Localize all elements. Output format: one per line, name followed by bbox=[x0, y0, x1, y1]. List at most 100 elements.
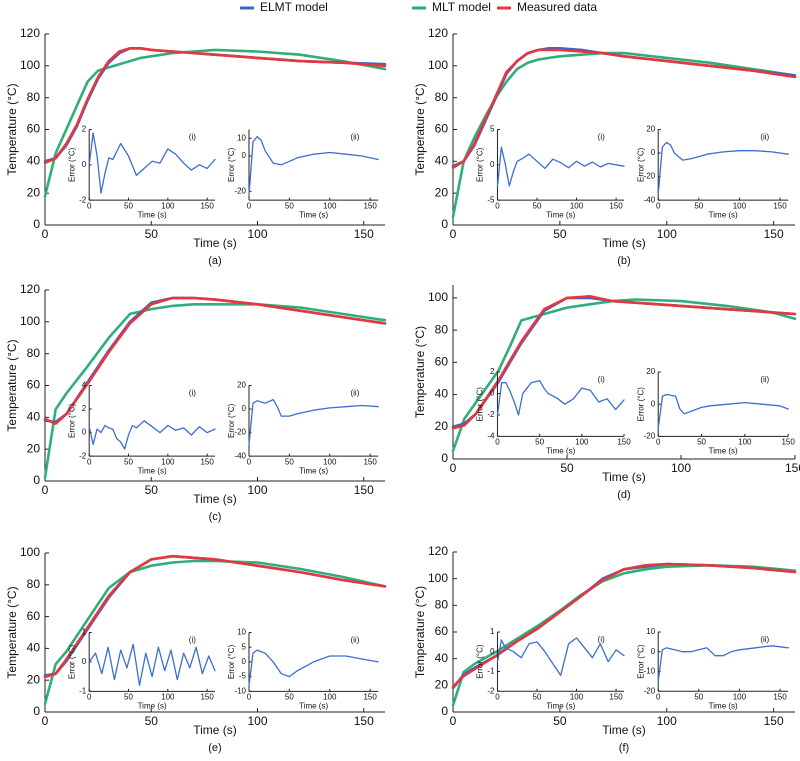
y-tick-label: -1 bbox=[79, 686, 87, 695]
x-tick-label: 50 bbox=[145, 227, 159, 241]
x-axis-label: Time (s) bbox=[709, 446, 738, 455]
y-tick-label: 0 bbox=[651, 399, 656, 408]
error-line bbox=[248, 398, 379, 446]
y-tick-label: 2 bbox=[82, 125, 87, 134]
x-tick-label: 0 bbox=[247, 692, 252, 701]
x-tick-label: 0 bbox=[87, 457, 92, 466]
y-tick-label: 0 bbox=[490, 389, 495, 398]
series-line bbox=[451, 296, 797, 429]
error-line bbox=[88, 420, 216, 450]
y-tick-label: 1 bbox=[490, 627, 495, 636]
inset-label: (ii) bbox=[760, 133, 769, 142]
x-tick-label: 0 bbox=[495, 201, 500, 210]
y-tick-label: 120 bbox=[20, 282, 40, 296]
y-tick-label: 80 bbox=[27, 346, 41, 360]
series-line bbox=[451, 564, 797, 707]
panel-label: (f) bbox=[619, 742, 629, 754]
series-line bbox=[43, 48, 387, 198]
y-tick-label: 80 bbox=[27, 577, 41, 591]
x-tick-label: 0 bbox=[42, 483, 49, 497]
y-tick-label: 40 bbox=[27, 154, 41, 168]
y-tick-label: 10 bbox=[646, 627, 655, 636]
y-axis-label: Error (°C) bbox=[227, 644, 236, 679]
y-tick-label: 4 bbox=[82, 381, 87, 390]
x-tick-label: 150 bbox=[200, 457, 214, 466]
x-tick-label: 0 bbox=[450, 227, 457, 241]
y-tick-label: -20 bbox=[644, 431, 656, 440]
y-tick-label: -5 bbox=[239, 672, 247, 681]
y-tick-label: 60 bbox=[435, 355, 449, 369]
x-tick-label: 0 bbox=[656, 692, 661, 701]
y-axis-label: Error (°C) bbox=[636, 644, 645, 679]
panel-label: (a) bbox=[208, 255, 221, 267]
inset-label: (ii) bbox=[350, 636, 359, 645]
y-tick-label: 0 bbox=[242, 657, 247, 666]
error-line bbox=[657, 141, 789, 195]
y-axis-label: Error (°C) bbox=[476, 387, 485, 422]
y-axis-label: Error (°C) bbox=[67, 147, 76, 182]
y-tick-label: 20 bbox=[27, 672, 41, 686]
y-tick-label: 120 bbox=[428, 544, 448, 558]
y-tick-label: 0 bbox=[651, 148, 656, 157]
x-tick-label: 0 bbox=[87, 692, 92, 701]
y-tick-label: 100 bbox=[428, 58, 448, 72]
y-tick-label: -20 bbox=[644, 686, 656, 695]
y-tick-label: -20 bbox=[234, 428, 246, 437]
error-line bbox=[248, 649, 379, 687]
x-tick-label: 150 bbox=[773, 692, 787, 701]
y-tick-label: -2 bbox=[79, 195, 87, 204]
y-axis-label: Error (°C) bbox=[476, 644, 485, 679]
y-tick-label: 0 bbox=[33, 704, 40, 718]
x-axis-label: Time (s) bbox=[546, 701, 575, 710]
x-axis-label: Time (s) bbox=[138, 701, 167, 710]
y-tick-label: 0 bbox=[441, 451, 448, 465]
x-tick-label: 150 bbox=[781, 437, 795, 446]
y-tick-label: 60 bbox=[435, 624, 449, 638]
x-tick-label: 0 bbox=[495, 692, 500, 701]
y-tick-label: 40 bbox=[435, 154, 449, 168]
panel-label: (e) bbox=[208, 742, 221, 754]
y-tick-label: 20 bbox=[27, 441, 41, 455]
legend-label: MLT model bbox=[432, 0, 491, 14]
x-tick-label: 50 bbox=[533, 692, 542, 701]
inset-label: (ii) bbox=[350, 389, 359, 398]
y-tick-label: 120 bbox=[428, 26, 448, 40]
x-tick-label: 150 bbox=[354, 714, 374, 728]
y-tick-label: -2 bbox=[79, 451, 87, 460]
y-axis-label: Error (°C) bbox=[227, 147, 236, 182]
x-tick-label: 50 bbox=[535, 437, 544, 446]
x-tick-label: 50 bbox=[124, 457, 133, 466]
y-axis-label: Error (°C) bbox=[636, 387, 645, 422]
y-tick-label: -2 bbox=[487, 686, 495, 695]
x-axis-label: Time (s) bbox=[602, 723, 646, 737]
series-line bbox=[451, 47, 797, 168]
y-tick-label: 0 bbox=[82, 160, 87, 169]
series-line bbox=[451, 298, 797, 453]
x-tick-label: 100 bbox=[733, 201, 747, 210]
x-tick-label: 0 bbox=[42, 227, 49, 241]
y-tick-label: 20 bbox=[237, 381, 246, 390]
y-tick-label: 2 bbox=[82, 404, 87, 413]
x-axis-label: Time (s) bbox=[138, 210, 167, 219]
x-tick-label: 50 bbox=[697, 437, 706, 446]
y-tick-label: 10 bbox=[237, 133, 246, 142]
error-line bbox=[496, 637, 625, 677]
y-tick-label: -40 bbox=[644, 195, 656, 204]
x-tick-label: 150 bbox=[617, 437, 631, 446]
y-tick-label: 60 bbox=[435, 122, 449, 136]
y-axis-label: Temperature (°C) bbox=[5, 339, 19, 431]
x-tick-label: 100 bbox=[161, 457, 175, 466]
x-axis-label: Time (s) bbox=[602, 470, 646, 484]
y-axis-label: Error (°C) bbox=[476, 147, 485, 182]
y-tick-label: -20 bbox=[234, 186, 246, 195]
inset-label: (i) bbox=[598, 133, 605, 142]
x-tick-label: 50 bbox=[145, 714, 159, 728]
legend-label: Measured data bbox=[517, 0, 597, 14]
inset-label: (i) bbox=[598, 375, 605, 384]
y-tick-label: 20 bbox=[27, 185, 41, 199]
series-line bbox=[451, 562, 797, 690]
x-tick-label: 50 bbox=[533, 201, 542, 210]
error-line bbox=[496, 379, 625, 416]
x-axis-label: Time (s) bbox=[546, 210, 575, 219]
